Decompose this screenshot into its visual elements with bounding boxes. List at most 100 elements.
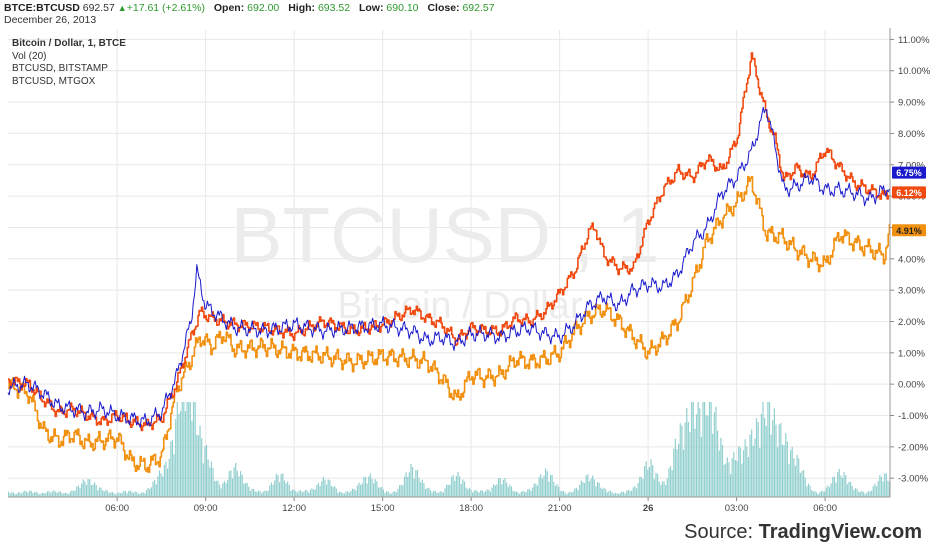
volume-bar: [215, 480, 217, 497]
volume-bar: [713, 412, 715, 497]
volume-bar: [887, 480, 889, 497]
volume-bar: [197, 435, 200, 497]
volume-bar: [517, 492, 519, 497]
volume-bar: [820, 490, 823, 497]
volume-bar: [742, 450, 745, 497]
volume-bar: [290, 490, 292, 497]
volume-bar: [322, 476, 324, 497]
price-change: +17.61 (+2.61%): [126, 2, 205, 14]
volume-bar: [285, 483, 287, 497]
series-line-mtgox: [8, 175, 891, 473]
last-value-text: 6.12%: [896, 188, 922, 198]
volume-bar: [408, 472, 410, 497]
volume-bar: [348, 492, 350, 497]
volume-bar: [228, 471, 230, 497]
volume-bar: [754, 438, 756, 497]
volume-bar: [723, 464, 725, 497]
volume-bar: [424, 489, 427, 497]
volume-bar: [123, 490, 125, 497]
volume-bar: [632, 487, 634, 497]
volume-bar: [259, 491, 261, 497]
volume-bar: [840, 475, 842, 497]
volume-bar: [402, 485, 404, 497]
volume-bar: [334, 486, 336, 497]
volume-bar: [249, 490, 251, 497]
volume-bar: [647, 469, 649, 497]
volume-bar: [379, 487, 381, 497]
volume-bar: [635, 488, 638, 497]
volume-bar: [618, 493, 620, 497]
volume-bar: [212, 468, 214, 497]
open-value: 692.00: [247, 2, 280, 14]
volume-bar: [319, 486, 321, 497]
volume-bar: [84, 481, 86, 497]
volume-bar: [764, 417, 766, 497]
volume-bar: [342, 493, 344, 497]
volume-bar: [533, 483, 535, 497]
volume-bar: [85, 484, 88, 497]
volume-bars: [8, 402, 891, 497]
volume-bar: [532, 487, 534, 497]
volume-bar: [752, 445, 754, 497]
volume-bar: [634, 486, 636, 497]
volume-bar: [755, 418, 758, 497]
volume-bar: [175, 419, 177, 497]
volume-bar: [87, 479, 89, 497]
volume-bar: [149, 488, 151, 497]
volume-bar: [499, 478, 501, 497]
volume-bar: [233, 467, 235, 497]
volume-bar: [429, 490, 432, 497]
volume-bar: [833, 476, 836, 497]
volume-bar: [30, 490, 32, 497]
volume-bar: [265, 490, 268, 497]
volume-bar: [710, 402, 712, 497]
volume-bar: [674, 438, 677, 497]
volume-bar: [46, 491, 49, 497]
source-credit[interactable]: Source: TradingView.com: [684, 521, 922, 544]
series-line-bitstamp: [7, 106, 890, 428]
volume-bar: [530, 490, 532, 497]
volume-bar: [16, 493, 18, 497]
volume-bar: [775, 424, 777, 497]
source-brand[interactable]: TradingView.com: [758, 521, 922, 543]
volume-bar: [145, 490, 148, 497]
volume-bar: [609, 490, 612, 497]
volume-bar: [63, 493, 65, 497]
volume-bar: [55, 491, 57, 497]
volume-bar: [622, 491, 625, 497]
volume-bar: [605, 489, 607, 497]
volume-bar: [17, 492, 19, 497]
volume-bar: [416, 469, 419, 497]
volume-bar: [686, 407, 688, 497]
volume-bar: [501, 484, 503, 497]
volume-bar: [162, 476, 164, 497]
volume-bar: [785, 433, 787, 497]
volume-bar: [832, 476, 834, 497]
volume-bar: [128, 491, 130, 497]
volume-bar: [572, 491, 574, 497]
volume-bar: [702, 402, 704, 497]
volume-bar: [214, 481, 216, 497]
volume-bar: [793, 458, 795, 497]
volume-bar: [489, 491, 492, 497]
volume-bar: [872, 485, 874, 497]
volume-bar: [61, 493, 63, 497]
volume-bar: [199, 425, 201, 497]
volume-bar: [446, 484, 448, 497]
volume-bar: [687, 421, 689, 497]
volume-bar: [762, 402, 764, 497]
volume-bar: [295, 491, 297, 497]
volume-bar: [186, 402, 188, 497]
volume-bar: [108, 493, 110, 497]
volume-bar: [504, 477, 506, 497]
volume-bar: [496, 484, 498, 497]
volume-bar: [267, 490, 269, 497]
volume-bar: [173, 454, 175, 497]
y-tick-label: -1.00%: [898, 411, 929, 422]
volume-bar: [741, 463, 743, 497]
volume-bar: [301, 492, 303, 497]
volume-bar: [757, 422, 759, 497]
volume-bar: [311, 488, 313, 497]
volume-bar: [798, 458, 800, 497]
